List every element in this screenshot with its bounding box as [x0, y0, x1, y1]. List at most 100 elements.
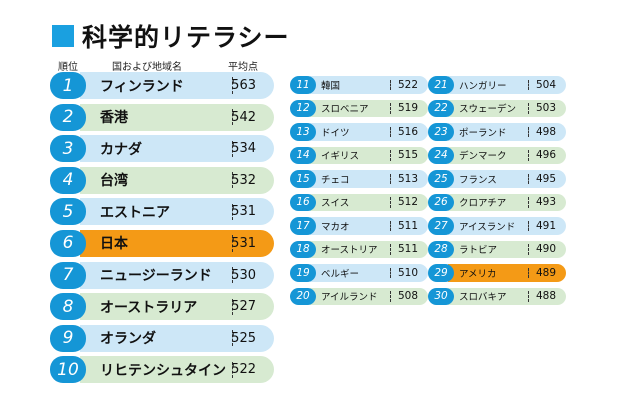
ranking-row: オランダ 525 9 — [50, 324, 274, 352]
rank-badge: 11 — [290, 76, 316, 94]
dashed-separator — [232, 172, 233, 189]
rank-badge: 19 — [290, 264, 316, 282]
rank-badge: 21 — [428, 76, 454, 94]
dashed-separator — [528, 220, 529, 231]
rank-badge: 5 — [50, 198, 86, 226]
row-bar: スイス 512 — [310, 193, 428, 211]
dashed-separator — [232, 108, 233, 126]
country-name: スウェーデン — [459, 104, 517, 116]
ranking-row: クロアチア 493 26 — [428, 193, 568, 211]
country-name: デンマーク — [459, 151, 507, 163]
country-name: ニュージーランド — [100, 268, 212, 285]
country-name: スロバキア — [459, 292, 507, 304]
rank-badge: 26 — [428, 193, 454, 211]
ranking-row: ニュージーランド 530 7 — [50, 261, 274, 289]
dashed-separator — [390, 103, 391, 114]
rank-badge: 1 — [50, 72, 86, 99]
country-name: アメリカ — [459, 268, 497, 280]
score-value: 530 — [231, 267, 256, 283]
country-name: フランス — [459, 174, 497, 186]
country-name: リヒテンシュタイン — [100, 362, 226, 379]
country-name: ハンガリー — [459, 80, 507, 92]
dashed-separator — [528, 126, 529, 137]
dashed-separator — [390, 244, 391, 255]
row-bar: ドイツ 516 — [310, 123, 428, 141]
rank-badge: 20 — [290, 287, 316, 305]
country-name: 韓国 — [321, 80, 341, 92]
header-score: 平均点 — [228, 62, 258, 73]
dashed-separator — [528, 197, 529, 208]
score-value: 516 — [397, 125, 418, 138]
ranking-row: 日本 531 6 — [50, 229, 274, 257]
score-value: 489 — [535, 266, 556, 279]
row-bar: フィンランド 563 — [80, 72, 274, 99]
ranking-row: デンマーク 496 24 — [428, 146, 568, 164]
rank-badge: 4 — [50, 166, 86, 194]
row-bar: リヒテンシュタイン 522 — [80, 356, 274, 384]
score-value: 511 — [397, 243, 418, 256]
row-bar: イギリス 515 — [310, 146, 428, 164]
dashed-separator — [390, 267, 391, 278]
row-bar: オーストラリア 527 — [80, 293, 274, 321]
score-value: 491 — [535, 219, 556, 232]
score-value: 490 — [535, 243, 556, 256]
header-rank: 順位 — [58, 62, 78, 73]
rank-badge: 15 — [290, 170, 316, 188]
rank-badge: 13 — [290, 123, 316, 141]
ranking-row: 香港 542 2 — [50, 103, 274, 131]
country-name: ポーランド — [459, 127, 507, 139]
rank-badge: 10 — [50, 356, 86, 384]
rank-badge: 23 — [428, 123, 454, 141]
rank-badge: 9 — [50, 324, 86, 352]
row-bar: エストニア 531 — [80, 198, 274, 226]
row-bar: オランダ 525 — [80, 324, 274, 352]
country-name: ラトビア — [459, 245, 498, 257]
row-bar: ニュージーランド 530 — [80, 261, 274, 289]
dashed-separator — [232, 361, 233, 378]
ranking-row: カナダ 534 3 — [50, 135, 274, 163]
country-name: アイスランド — [459, 221, 516, 233]
dashed-separator — [528, 291, 529, 302]
dashed-separator — [390, 197, 391, 208]
ranking-row: スイス 512 16 — [290, 193, 430, 211]
score-value: 504 — [535, 78, 556, 91]
ranking-row: 台湾 532 4 — [50, 166, 274, 194]
score-value: 519 — [397, 102, 418, 115]
row-bar: クロアチア 493 — [448, 193, 566, 211]
score-value: 496 — [535, 149, 556, 162]
row-bar: スロバキア 488 — [448, 287, 566, 305]
ranking-row: ベルギー 510 19 — [290, 264, 430, 282]
score-value: 532 — [231, 172, 256, 188]
rank-badge: 25 — [428, 170, 454, 188]
rank-badge: 12 — [290, 99, 316, 117]
dashed-separator — [528, 150, 529, 161]
score-value: 510 — [397, 266, 418, 279]
score-value: 522 — [397, 78, 418, 91]
row-bar: スロベニア 519 — [310, 99, 428, 117]
ranking-table-top10: フィンランド 563 1 香港 542 2 カナダ 534 3 台湾 532 4 エストニア 531 5 日本… — [50, 72, 274, 388]
score-value: 508 — [397, 290, 418, 303]
ranking-row: リヒテンシュタイン 522 10 — [50, 356, 274, 384]
row-bar: アイスランド 491 — [448, 217, 566, 235]
row-bar: カナダ 534 — [80, 135, 274, 163]
header-country: 国および地域名 — [112, 62, 182, 73]
score-value: 531 — [231, 204, 256, 220]
ranking-row: オーストリア 511 18 — [290, 240, 430, 258]
country-name: チェコ — [321, 174, 350, 186]
row-bar: チェコ 513 — [310, 170, 428, 188]
score-value: 527 — [231, 299, 256, 315]
country-name: フィンランド — [100, 78, 184, 95]
score-value: 488 — [535, 290, 556, 303]
dashed-separator — [390, 291, 391, 302]
country-name: スロベニア — [321, 104, 369, 116]
row-bar-highlight: アメリカ 489 — [448, 264, 566, 282]
score-value: 495 — [535, 172, 556, 185]
rank-badge: 18 — [290, 240, 316, 258]
rank-badge: 8 — [50, 293, 86, 321]
rank-badge: 3 — [50, 135, 86, 163]
dashed-separator — [232, 77, 233, 94]
score-value: 511 — [397, 219, 418, 232]
row-bar: オーストリア 511 — [310, 240, 428, 258]
ranking-row: アイスランド 491 27 — [428, 217, 568, 235]
row-bar-highlight: 日本 531 — [80, 229, 274, 257]
